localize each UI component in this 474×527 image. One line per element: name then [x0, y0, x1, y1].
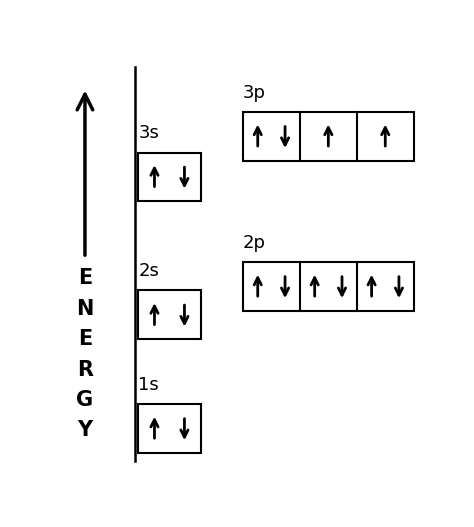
- Bar: [138, 152, 201, 201]
- Bar: [243, 262, 414, 311]
- Bar: [138, 290, 201, 339]
- Bar: [138, 404, 201, 453]
- Text: 3p: 3p: [243, 84, 266, 102]
- Text: G: G: [76, 390, 93, 410]
- Text: E: E: [78, 329, 92, 349]
- Text: E: E: [78, 268, 92, 288]
- Text: 2p: 2p: [243, 234, 266, 252]
- Bar: [243, 112, 414, 161]
- Text: N: N: [76, 299, 94, 319]
- Text: R: R: [77, 359, 93, 379]
- Text: 1s: 1s: [138, 376, 159, 394]
- Text: Y: Y: [77, 421, 92, 441]
- Text: 3s: 3s: [138, 124, 159, 142]
- Text: 2s: 2s: [138, 262, 159, 280]
